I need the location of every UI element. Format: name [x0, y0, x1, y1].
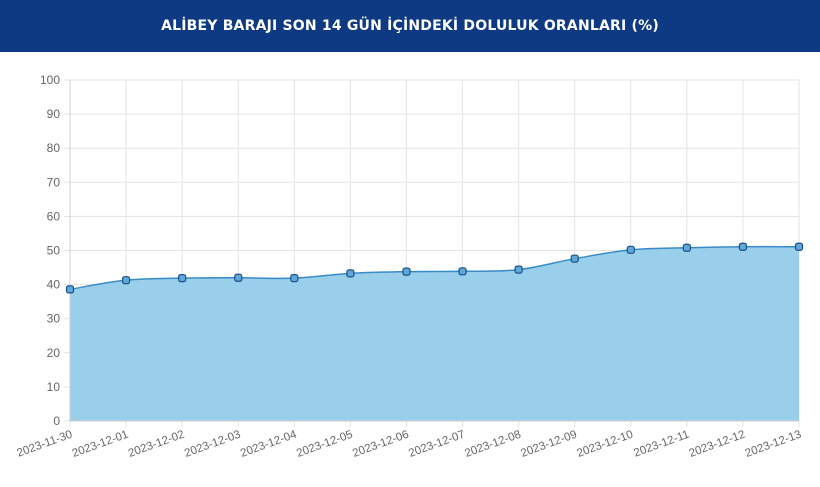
x-tick-label: 2023-12-08: [463, 429, 522, 460]
x-tick-label: 2023-11-30: [15, 429, 74, 460]
data-point: [794, 242, 804, 251]
y-tick-label: 50: [47, 244, 61, 258]
y-tick-label: 40: [47, 278, 61, 292]
x-tick-label: 2023-12-06: [351, 429, 410, 460]
x-tick-label: 2023-12-04: [239, 428, 299, 460]
area-layer: [69, 245, 800, 421]
dam-fill-chart: 01020304050607080901002023-11-302023-12-…: [15, 73, 804, 460]
data-point: [626, 245, 635, 254]
header-bar: ALİBEY BARAJI SON 14 GÜN İÇİNDEKİ DOLULU…: [0, 0, 820, 52]
y-tick-label: 70: [47, 175, 61, 189]
data-point: [65, 285, 75, 294]
y-tick-label: 10: [47, 380, 61, 394]
x-tick-label: 2023-12-10: [575, 429, 634, 460]
x-tick-label: 2023-12-07: [407, 429, 466, 460]
points: [65, 242, 804, 294]
y-tick-label: 100: [40, 73, 60, 87]
data-point: [458, 267, 467, 276]
x-tick-label: 2023-12-13: [744, 429, 803, 460]
y-tick-label: 90: [47, 107, 61, 121]
chart-title: ALİBEY BARAJI SON 14 GÜN İÇİNDEKİ DOLULU…: [161, 18, 659, 34]
y-tick-label: 80: [47, 141, 61, 155]
chart-area: 0 10 20 30 40 50 60 70 80 90 100 2023-11-30 2023-12-…: [0, 52, 820, 482]
data-point: [682, 243, 691, 252]
data-point: [121, 276, 131, 285]
x-tick-label: 2023-12-09: [519, 429, 578, 460]
data-point: [346, 269, 355, 278]
y-tick-label: 60: [47, 209, 61, 223]
x-tick-label: 2023-12-03: [183, 429, 242, 460]
series-area: [70, 246, 799, 421]
data-point: [178, 274, 187, 283]
x-tick-label: 2023-12-01: [71, 429, 130, 460]
y-tick-label: 0: [53, 414, 60, 428]
data-point: [570, 254, 579, 263]
series-line: [69, 245, 800, 291]
x-tick-label: 2023-12-02: [127, 429, 186, 460]
x-tick-label: 2023-12-12: [688, 429, 747, 460]
data-point: [402, 267, 411, 276]
data-point: [514, 265, 523, 274]
data-point: [738, 242, 748, 251]
data-point: [234, 273, 243, 282]
x-tick-label: 2023-12-11: [632, 429, 691, 460]
y-tick-label: 20: [47, 346, 61, 360]
data-point: [290, 274, 299, 283]
y-tick-label: 30: [47, 312, 61, 326]
x-tick-label: 2023-12-05: [295, 429, 354, 460]
